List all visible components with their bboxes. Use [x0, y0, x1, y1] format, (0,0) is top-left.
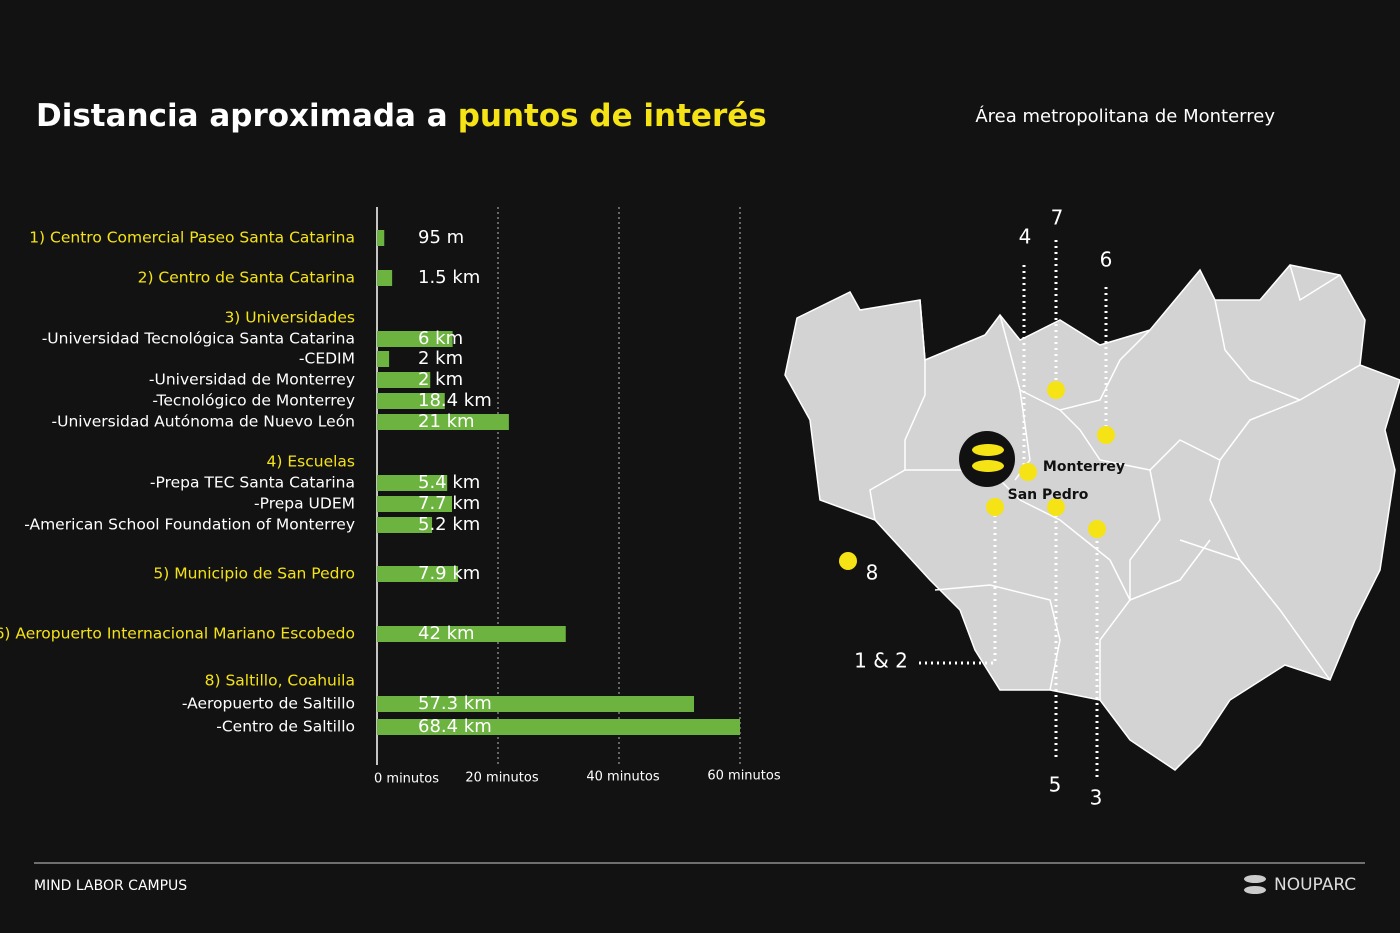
- bar: [377, 566, 459, 582]
- x-tick-label: 40 minutos: [586, 770, 659, 785]
- point: [839, 552, 857, 570]
- category-label: 4) Escuelas: [267, 453, 355, 471]
- x-tick-label: 60 minutos: [707, 769, 780, 784]
- footer-left: MIND LABOR CAMPUS: [34, 878, 187, 894]
- category-label: 5) Municipio de San Pedro: [153, 565, 355, 583]
- leader-lines: [916, 240, 1108, 780]
- bar: [377, 414, 509, 430]
- brand: NOUPARC: [1274, 875, 1356, 895]
- map-label: San Pedro: [1008, 487, 1089, 503]
- distance-label: 6 km: [418, 328, 463, 349]
- point: [1019, 463, 1037, 481]
- category-label: 6) Aeropuerto Internacional Mariano Esco…: [0, 625, 355, 643]
- distance-label: 5.2 km: [418, 514, 480, 535]
- category-label: -Universidad Autónoma de Nuevo León: [52, 413, 356, 431]
- map-label: 5: [1049, 773, 1062, 797]
- distance-label: 57.3 km: [418, 693, 492, 714]
- distance-label: 95 m: [418, 227, 464, 248]
- category-label: -CEDIM: [299, 350, 355, 368]
- map-label: 4: [1019, 225, 1032, 249]
- point: [1047, 498, 1065, 516]
- point: [986, 498, 1004, 516]
- category-label: 8) Saltillo, Coahuila: [205, 672, 355, 690]
- bar: [377, 372, 431, 388]
- map: 74 6 8 1 & 2 5 3 Monterrey San Pedro: [784, 206, 1400, 810]
- points: [839, 381, 1115, 570]
- bar: [377, 626, 566, 642]
- point: [1097, 426, 1115, 444]
- bar: [377, 719, 740, 735]
- title-highlight: puntos de interés: [458, 98, 767, 134]
- bar: [377, 393, 445, 409]
- distance-label: 5.4 km: [418, 472, 480, 493]
- distance-label: 21 km: [418, 411, 475, 432]
- category-label: -Centro de Saltillo: [216, 718, 355, 736]
- x-tick-label: 20 minutos: [465, 771, 538, 786]
- distance-label: 68.4 km: [418, 716, 492, 737]
- category-label: -American School Foundation of Monterrey: [24, 516, 355, 534]
- category-label: -Tecnológico de Monterrey: [152, 392, 355, 410]
- bar: [377, 331, 453, 347]
- x-tick-label: 0 minutos: [374, 772, 439, 787]
- point: [1047, 381, 1065, 399]
- distance-label: 7.7 km: [418, 493, 480, 514]
- map-label: Monterrey: [1043, 459, 1125, 475]
- category-label: -Prepa UDEM: [254, 495, 355, 513]
- map-title: Área metropolitana de Monterrey: [975, 105, 1275, 127]
- map-area: [784, 264, 1400, 771]
- distance-label: 2 km: [418, 348, 463, 369]
- distance-label: 2 km: [418, 369, 463, 390]
- logo-marker: [959, 431, 1015, 487]
- bar: [377, 517, 433, 533]
- map-label: 8: [866, 561, 879, 585]
- category-label: 1) Centro Comercial Paseo Santa Catarina: [29, 229, 355, 247]
- distance-label: 42 km: [418, 623, 475, 644]
- brand-logo: [1244, 875, 1266, 894]
- title-text: Distancia aproximada a: [36, 98, 448, 134]
- bar: [377, 696, 695, 712]
- bar: [377, 230, 385, 246]
- point: [1088, 520, 1106, 538]
- map-borders: [869, 264, 1361, 700]
- bar: [377, 475, 448, 491]
- map-label: 1 & 2: [854, 649, 908, 673]
- bar: [377, 270, 393, 286]
- bar: [377, 496, 453, 512]
- distance-label: 7.9 km: [418, 563, 480, 584]
- bar: [377, 351, 390, 367]
- category-label: -Universidad de Monterrey: [149, 371, 355, 389]
- category-label: -Aeropuerto de Saltillo: [182, 695, 355, 713]
- category-label: 2) Centro de Santa Catarina: [138, 269, 355, 287]
- map-label: 6: [1100, 248, 1113, 272]
- category-label: -Prepa TEC Santa Catarina: [150, 474, 355, 492]
- distance-label: 18.4 km: [418, 390, 492, 411]
- distance-label: 1.5 km: [418, 267, 480, 288]
- map-label: 7: [1051, 206, 1064, 230]
- category-label: -Universidad Tecnológica Santa Catarina: [42, 330, 355, 348]
- category-label: 3) Universidades: [224, 309, 355, 327]
- map-label: 3: [1090, 786, 1103, 810]
- title: Distancia aproximada a puntos de interés: [36, 98, 767, 134]
